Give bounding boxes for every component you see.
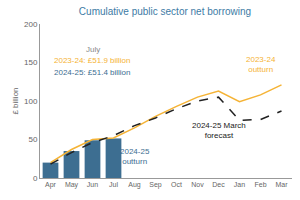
svg-text:Jan: Jan [234,181,245,188]
svg-text:2024-25 Marchforecast: 2024-25 Marchforecast [192,121,246,140]
svg-text:Jun: Jun [87,181,98,188]
svg-text:Sep: Sep [149,181,162,189]
svg-text:Dec: Dec [212,181,225,188]
svg-text:2024-25: £51.4 billion: 2024-25: £51.4 billion [54,68,131,77]
svg-text:Cumulative public sector net b: Cumulative public sector net borrowing [79,6,251,17]
svg-text:100: 100 [24,97,38,106]
svg-text:2024-25outturn: 2024-25outturn [120,147,150,166]
svg-text:2023-24outturn: 2023-24outturn [246,55,276,74]
svg-text:Aug: Aug [128,181,141,189]
svg-text:200: 200 [24,20,38,29]
svg-text:May: May [65,181,79,189]
svg-text:Oct: Oct [171,181,182,188]
svg-text:150: 150 [24,58,38,67]
svg-text:Nov: Nov [191,181,204,188]
svg-text:50: 50 [28,135,37,144]
svg-text:July: July [86,45,100,54]
svg-text:Feb: Feb [254,181,266,188]
svg-text:Mar: Mar [275,181,288,188]
svg-text:0: 0 [33,174,38,183]
svg-text:Apr: Apr [45,181,57,189]
svg-text:2023-24: £51.9 billion: 2023-24: £51.9 billion [54,56,131,65]
svg-text:£ billion: £ billion [11,87,20,114]
svg-text:Jul: Jul [109,181,118,188]
